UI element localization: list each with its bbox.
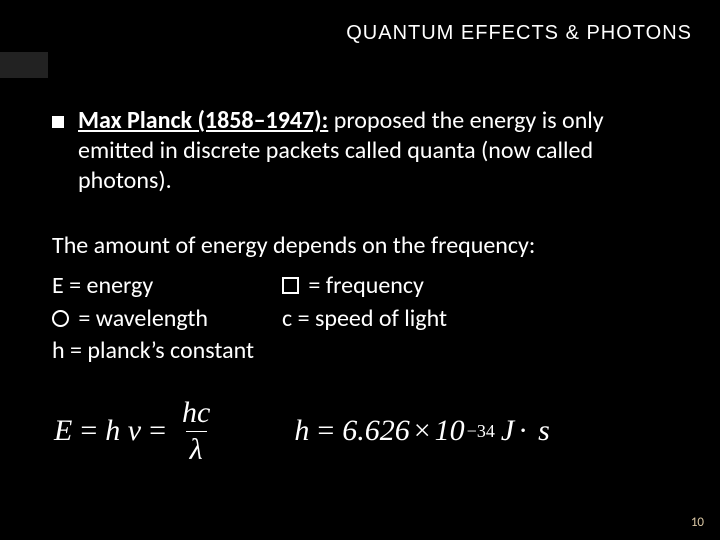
- base: 10: [435, 414, 465, 448]
- equals-icon: =: [72, 414, 105, 448]
- def-energy: E = energy: [52, 270, 282, 302]
- def-speed: c = speed of light: [282, 303, 447, 335]
- def-row: E = energy = frequency: [52, 270, 668, 302]
- sym-h: h: [294, 414, 309, 448]
- sym-E: E: [54, 414, 72, 448]
- slide-title: QUANTUM EFFECTS & PHOTONS: [346, 22, 692, 45]
- mantissa: 6.626: [342, 414, 410, 448]
- unit-joule: J: [495, 414, 514, 448]
- fraction-numerator: hc: [178, 396, 214, 431]
- def-row: = wavelength c = speed of light: [52, 303, 668, 335]
- times-icon: ×: [410, 414, 435, 448]
- formula-energy: E = h ν = hc λ: [54, 396, 214, 467]
- formula-row: E = h ν = hc λ h = 6.626 × 10−34 J · s: [52, 396, 668, 467]
- definitions: E = energy = frequency = wavelength c = …: [52, 270, 668, 367]
- sym-hnu: h ν: [105, 414, 141, 448]
- bullet-text: Max Planck (1858–1947): proposed the ene…: [78, 106, 668, 196]
- header-bar: QUANTUM EFFECTS & PHOTONS: [0, 0, 720, 78]
- bullet-marker-icon: [52, 116, 64, 128]
- formula-planck-constant: h = 6.626 × 10−34 J · s: [294, 414, 550, 448]
- equals-icon: =: [309, 414, 342, 448]
- def-planck: h = planck’s constant: [52, 335, 282, 367]
- intro-line: The amount of energy depends on the freq…: [52, 230, 668, 262]
- fraction: hc λ: [178, 396, 214, 467]
- fraction-denominator: λ: [186, 431, 207, 467]
- nu-placeholder-icon: [282, 277, 299, 294]
- accent-block: [0, 52, 48, 78]
- def-wavelength: = wavelength: [52, 303, 282, 335]
- lambda-placeholder-icon: [52, 310, 69, 327]
- dot-icon: ·: [514, 414, 532, 448]
- def-frequency: = frequency: [282, 270, 424, 302]
- def-row: h = planck’s constant: [52, 335, 668, 367]
- bullet-lead: Max Planck (1858–1947):: [78, 106, 328, 135]
- bullet-item: Max Planck (1858–1947): proposed the ene…: [52, 106, 668, 196]
- equals-icon: =: [141, 414, 174, 448]
- page-number: 10: [691, 515, 704, 530]
- slide-content: Max Planck (1858–1947): proposed the ene…: [0, 78, 720, 467]
- unit-second: s: [532, 414, 550, 448]
- exponent: −34: [465, 421, 495, 442]
